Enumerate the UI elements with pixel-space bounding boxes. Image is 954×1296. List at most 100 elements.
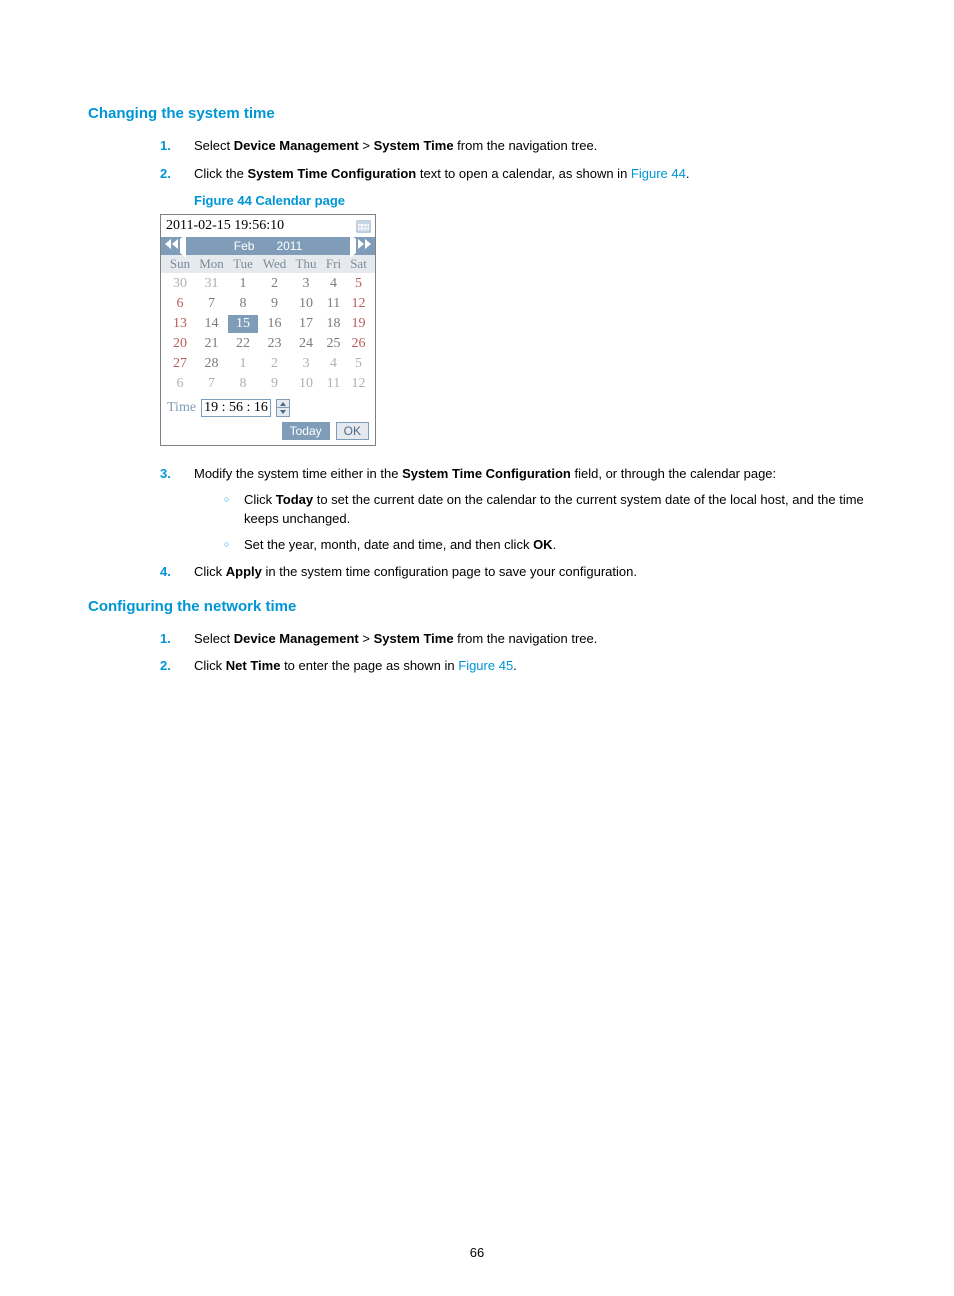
calendar-day[interactable]: 2 — [258, 355, 291, 373]
calendar-day[interactable]: 16 — [258, 315, 291, 333]
step-text: Click — [194, 658, 226, 673]
calendar-day[interactable]: 20 — [165, 335, 195, 353]
spinner-down[interactable] — [277, 408, 289, 416]
step-4: 4. Click Apply in the system time config… — [160, 562, 866, 582]
calendar-day[interactable]: 10 — [291, 375, 321, 393]
step-text: Select — [194, 631, 234, 646]
spinner-up[interactable] — [277, 400, 289, 408]
today-button[interactable]: Today — [282, 422, 330, 440]
step-number: 3. — [160, 464, 171, 484]
step-1: 1. Select Device Management > System Tim… — [160, 136, 866, 156]
heading-configuring-network-time: Configuring the network time — [88, 598, 866, 615]
calendar-day[interactable]: 3 — [291, 275, 321, 293]
time-input[interactable]: 19 : 56 : 16 — [201, 399, 271, 417]
calendar-day[interactable]: 31 — [195, 275, 228, 293]
step-text: from the navigation tree. — [454, 138, 598, 153]
calendar-day[interactable]: 30 — [165, 275, 195, 293]
bold: Today — [276, 492, 313, 507]
calendar-month[interactable]: Feb — [234, 239, 255, 253]
ok-button[interactable]: OK — [336, 422, 369, 440]
calendar-day[interactable]: 12 — [346, 375, 371, 393]
dow: Tue — [228, 256, 258, 272]
calendar-day[interactable]: 21 — [195, 335, 228, 353]
calendar-day[interactable]: 7 — [195, 295, 228, 313]
calendar-day[interactable]: 10 — [291, 295, 321, 313]
bold: OK — [533, 537, 553, 552]
calendar-day[interactable]: 1 — [228, 355, 258, 373]
step-text: . — [513, 658, 517, 673]
bold: System Time Configuration — [247, 166, 416, 181]
step-text: Click the — [194, 166, 247, 181]
calendar-day[interactable]: 24 — [291, 335, 321, 353]
calendar-day[interactable]: 4 — [321, 355, 346, 373]
calendar-day[interactable]: 23 — [258, 335, 291, 353]
calendar-day[interactable]: 1 — [228, 275, 258, 293]
calendar-year[interactable]: 2011 — [276, 239, 302, 253]
substep-text: Click — [244, 492, 276, 507]
calendar-datetime-text: 2011-02-15 19:56:10 — [165, 218, 284, 234]
calendar-day[interactable]: 6 — [165, 295, 195, 313]
figure-caption: Figure 44 Calendar page — [194, 193, 866, 208]
step-number: 1. — [160, 629, 171, 649]
dow: Wed — [258, 256, 291, 272]
substep-text: Set the year, month, date and time, and … — [244, 537, 533, 552]
figure-link[interactable]: Figure 45 — [458, 658, 513, 673]
substep: Set the year, month, date and time, and … — [224, 535, 866, 555]
calendar-day[interactable]: 9 — [258, 295, 291, 313]
steps-section2: 1. Select Device Management > System Tim… — [88, 629, 866, 676]
step-number: 4. — [160, 562, 171, 582]
step-number: 2. — [160, 164, 171, 184]
calendar-day[interactable]: 18 — [321, 315, 346, 333]
calendar-day[interactable]: 26 — [346, 335, 371, 353]
step-text: . — [686, 166, 690, 181]
calendar-day[interactable]: 11 — [321, 295, 346, 313]
time-spinner[interactable] — [276, 399, 290, 417]
step-text: Select — [194, 138, 234, 153]
calendar-day[interactable]: 11 — [321, 375, 346, 393]
calendar-widget: 2011-02-15 19:56:10 — [160, 214, 376, 446]
calendar-day[interactable]: 25 — [321, 335, 346, 353]
substep-text: to set the current date on the calendar … — [244, 492, 864, 527]
calendar-day[interactable]: 8 — [228, 295, 258, 313]
calendar-day[interactable]: 17 — [291, 315, 321, 333]
dow: Mon — [195, 256, 228, 272]
step-text: > — [359, 631, 374, 646]
calendar-day[interactable]: 15 — [228, 315, 258, 333]
calendar-day[interactable]: 3 — [291, 355, 321, 373]
heading-changing-system-time: Changing the system time — [88, 105, 866, 122]
calendar-day[interactable]: 22 — [228, 335, 258, 353]
calendar-day[interactable]: 28 — [195, 355, 228, 373]
calendar-day[interactable]: 9 — [258, 375, 291, 393]
steps-section1-cont: 3. Modify the system time either in the … — [88, 464, 866, 582]
calendar-day[interactable]: 27 — [165, 355, 195, 373]
calendar-day[interactable]: 6 — [165, 375, 195, 393]
step-text: in the system time configuration page to… — [262, 564, 637, 579]
calendar-day[interactable]: 5 — [346, 275, 371, 293]
dow: Sat — [346, 256, 371, 272]
dow: Fri — [321, 256, 346, 272]
step-text: from the navigation tree. — [454, 631, 598, 646]
prev-year-button[interactable] — [165, 239, 178, 253]
next-year-button[interactable] — [358, 239, 371, 253]
calendar-day[interactable]: 12 — [346, 295, 371, 313]
calendar-day[interactable]: 14 — [195, 315, 228, 333]
calendar-day[interactable]: 5 — [346, 355, 371, 373]
bold: Apply — [226, 564, 262, 579]
step-number: 2. — [160, 656, 171, 676]
calendar-day[interactable]: 4 — [321, 275, 346, 293]
bold: System Time Configuration — [402, 466, 571, 481]
calendar-day[interactable]: 7 — [195, 375, 228, 393]
next-month-button[interactable] — [350, 239, 356, 253]
step-1: 1. Select Device Management > System Tim… — [160, 629, 866, 649]
calendar-day[interactable]: 2 — [258, 275, 291, 293]
calendar-icon[interactable] — [356, 219, 371, 233]
figure-link[interactable]: Figure 44 — [631, 166, 686, 181]
calendar-dow-header: Sun Mon Tue Wed Thu Fri Sat — [161, 255, 375, 273]
time-label: Time — [167, 400, 196, 416]
dow: Sun — [165, 256, 195, 272]
calendar-day[interactable]: 13 — [165, 315, 195, 333]
calendar-day[interactable]: 19 — [346, 315, 371, 333]
dow: Thu — [291, 256, 321, 272]
calendar-day[interactable]: 8 — [228, 375, 258, 393]
page-number: 66 — [0, 1245, 954, 1260]
